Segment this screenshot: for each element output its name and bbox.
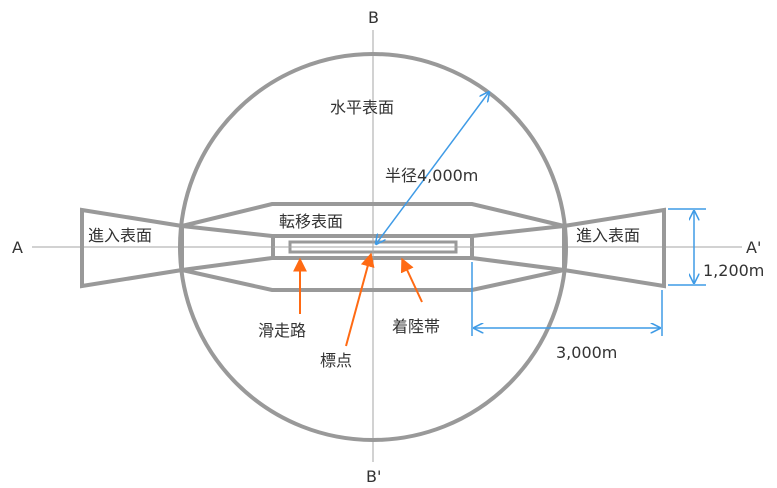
reference-point-label: 標点 bbox=[320, 351, 352, 370]
width-dimension-label: 1,200m bbox=[703, 261, 764, 280]
transition-line-right-bottom bbox=[472, 258, 564, 270]
landing-strip-label: 着陸帯 bbox=[392, 317, 440, 336]
transition-line-left-top bbox=[182, 226, 272, 236]
transition-line-left-bottom bbox=[182, 258, 272, 270]
approach-surface-right bbox=[564, 210, 664, 286]
transitional-surface-label: 転移表面 bbox=[279, 212, 343, 231]
transition-line-right-top bbox=[472, 226, 564, 236]
approach-surface-left bbox=[82, 210, 182, 286]
approach-surface-right-label: 進入表面 bbox=[576, 226, 640, 245]
radius-label: 半径4,000m bbox=[385, 166, 478, 185]
approach-surface-left-label: 進入表面 bbox=[88, 226, 152, 245]
landing-strip-pointer bbox=[402, 259, 422, 302]
axis-b-bottom-label: B' bbox=[366, 467, 381, 486]
axis-a-left-label: A bbox=[12, 238, 23, 257]
horizontal-surface-label: 水平表面 bbox=[330, 98, 394, 117]
runway-label: 滑走路 bbox=[258, 321, 306, 340]
reference-point-pointer bbox=[346, 254, 371, 346]
axis-b-top-label: B bbox=[368, 8, 379, 27]
axis-a-right-label: A' bbox=[746, 238, 761, 257]
length-dimension-label: 3,000m bbox=[556, 343, 617, 362]
